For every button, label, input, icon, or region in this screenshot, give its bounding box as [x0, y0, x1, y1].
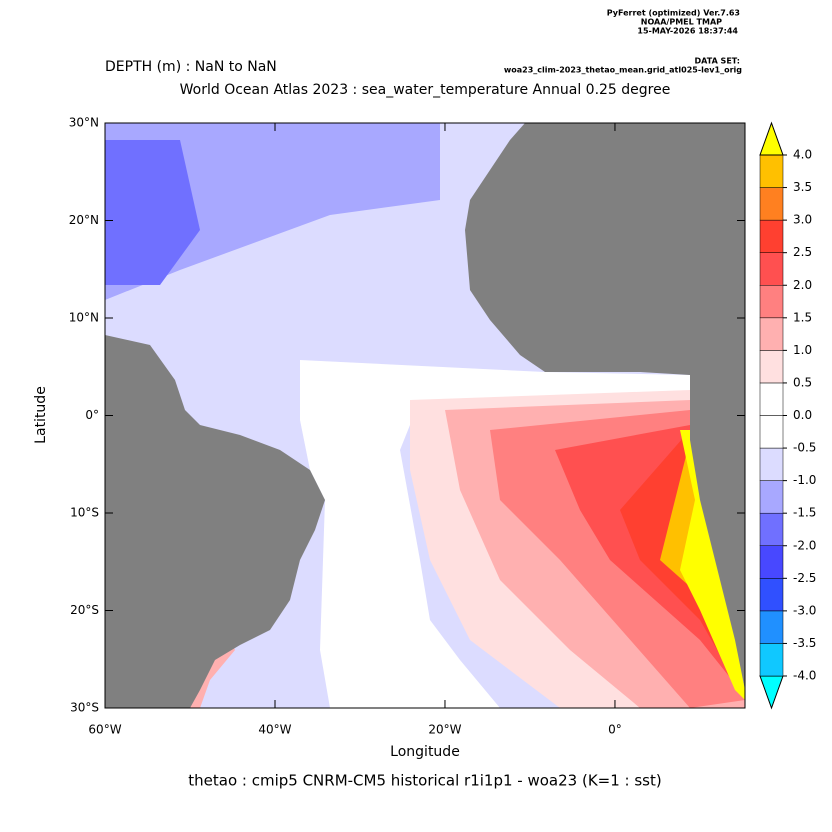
- y-tick-label: 10°S: [70, 506, 99, 520]
- colorbar-extension: [759, 121, 784, 156]
- x-tick-label: 0°: [608, 723, 622, 737]
- chart-title: World Ocean Atlas 2023 : sea_water_tempe…: [180, 82, 671, 98]
- y-tick-label: 30°S: [70, 701, 99, 715]
- colorbar-swatch: [759, 610, 784, 644]
- colorbar-label: -2.0: [793, 538, 816, 552]
- colorbar-label: 3.0: [793, 213, 812, 227]
- field-region: [680, 430, 745, 700]
- x-axis-label: Longitude: [390, 744, 460, 760]
- colorbar-label: -1.5: [793, 506, 816, 520]
- colorbar-label: -1.0: [793, 473, 816, 487]
- colorbar-label: 1.5: [793, 310, 812, 324]
- y-tick-label: 30°N: [69, 116, 99, 130]
- colorbar-swatch: [759, 382, 784, 416]
- colorbar-swatch: [759, 317, 784, 351]
- dataset-label: DATA SET:: [695, 57, 740, 66]
- header-line: PyFerret (optimized) Ver.7.63: [607, 9, 740, 18]
- colorbar-swatch: [759, 350, 784, 384]
- colorbar-swatch: [759, 285, 784, 319]
- y-axis-label: Latitude: [33, 386, 49, 444]
- colorbar-swatch: [759, 252, 784, 286]
- colorbar-label: 0.0: [793, 408, 812, 422]
- field-region: [300, 360, 690, 708]
- map-field: [105, 123, 745, 708]
- colorbar-swatch: [759, 643, 784, 677]
- y-tick-label: 0°: [85, 408, 99, 422]
- colorbar-swatch: [759, 219, 784, 253]
- colorbar-label: 0.5: [793, 375, 812, 389]
- dataset: woa23_clim-2023_thetao_mean.grid_atl025-…: [504, 66, 742, 75]
- colorbar-label: -3.0: [793, 603, 816, 617]
- y-tick-label: 10°N: [69, 311, 99, 325]
- colorbar-label: -0.5: [793, 441, 816, 455]
- colorbar-label: 1.0: [793, 343, 812, 357]
- colorbar-label: -3.5: [793, 636, 816, 650]
- y-tick-label: 20°N: [69, 213, 99, 227]
- colorbar-swatch: [759, 512, 784, 546]
- colorbar-extension: [759, 675, 784, 710]
- field-region: [190, 640, 235, 708]
- colorbar-swatch: [759, 480, 784, 514]
- colorbar-label: -4.0: [793, 669, 816, 683]
- colorbar-label: 2.0: [793, 278, 812, 292]
- land: [105, 335, 325, 708]
- x-tick-label: 40°W: [258, 723, 291, 737]
- colorbar-swatch: [759, 187, 784, 221]
- colorbar-swatch: [759, 415, 784, 449]
- colorbar-swatch: [759, 545, 784, 579]
- colorbar-label: 4.0: [793, 148, 812, 162]
- y-tick-label: 20°S: [70, 603, 99, 617]
- colorbar-label: -2.5: [793, 571, 816, 585]
- colorbar-swatch: [759, 154, 784, 188]
- field-region: [105, 123, 440, 300]
- caption: thetao : cmip5 CNRM-CM5 historical r1i1p…: [188, 772, 661, 790]
- header-line: NOAA/PMEL TMAP: [641, 18, 722, 27]
- header-line: 15-MAY-2026 18:37:44: [637, 27, 738, 36]
- x-tick-label: 20°W: [428, 723, 461, 737]
- colorbar-swatch: [759, 578, 784, 612]
- colorbar-label: 3.5: [793, 180, 812, 194]
- colorbar-label: 2.5: [793, 245, 812, 259]
- field-region: [105, 140, 200, 285]
- x-tick-label: 60°W: [88, 723, 121, 737]
- land: [465, 123, 745, 690]
- subtitle: DEPTH (m) : NaN to NaN: [105, 59, 277, 75]
- colorbar-swatch: [759, 447, 784, 481]
